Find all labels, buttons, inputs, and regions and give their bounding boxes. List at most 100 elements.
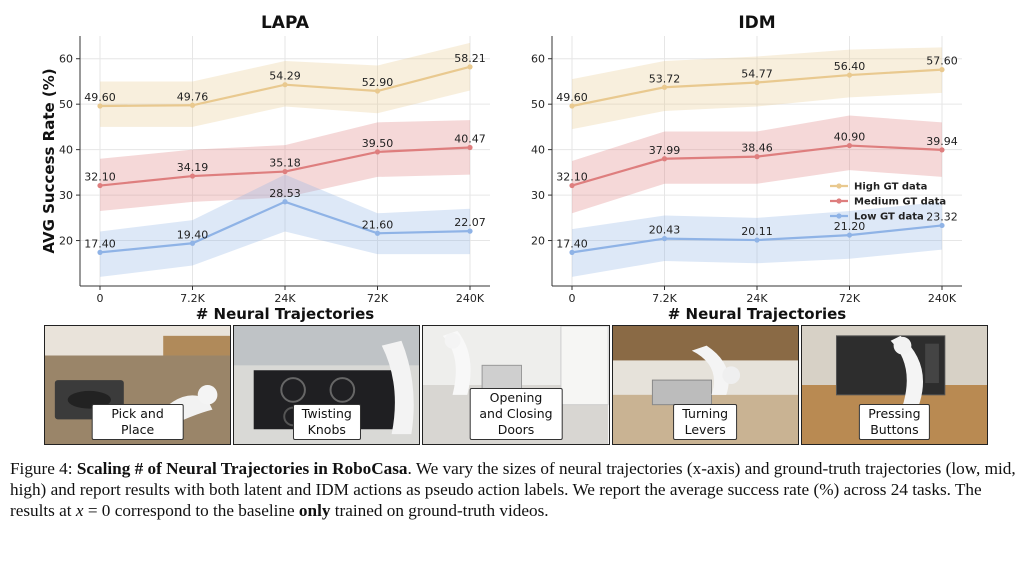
data-point	[569, 182, 575, 189]
data-point	[282, 82, 288, 88]
y-tick-label: 60	[59, 53, 73, 66]
data-label: 49.76	[177, 90, 209, 103]
data-point	[569, 249, 575, 255]
chart-panel-lapa: 49.60 49.76 54.29 52.90 58.21 32.10 34.19 35.18…	[40, 13, 490, 323]
data-label: 53.72	[649, 72, 681, 85]
data-label: 40.90	[834, 131, 866, 144]
legend-marker	[836, 198, 842, 204]
y-tick-label: 20	[59, 235, 73, 248]
legend-label: Low GT data	[854, 212, 924, 223]
charts-area: 49.60 49.76 54.29 52.90 58.21 32.10 34.19 35.18…	[40, 13, 962, 323]
data-label: 52.90	[362, 76, 394, 89]
thumbnail-caption: Pressing Buttons	[859, 404, 930, 440]
data-label: 38.46	[741, 142, 773, 155]
chart-title: IDM	[738, 13, 775, 33]
figure-bold-only: only	[298, 501, 331, 520]
thumbnail-caption: Twisting Knobs	[292, 404, 361, 440]
data-point	[374, 88, 381, 94]
figure-caption: Figure 4: Scaling # of Neural Trajectori…	[10, 458, 1016, 521]
x-tick-label: 7.2K	[652, 292, 677, 305]
thumbnail-twisting-knobs: Twisting Knobs	[233, 325, 421, 445]
confidence-band-1	[572, 115, 942, 214]
legend: High GT data Medium GT data Low GT data	[830, 182, 946, 223]
data-label: 35.18	[269, 157, 301, 170]
data-point	[754, 237, 760, 243]
thumbnail-pressing-buttons: Pressing Buttons	[800, 325, 989, 445]
data-label: 17.40	[556, 237, 588, 250]
data-point	[189, 173, 196, 179]
x-tick-label: 24K	[746, 292, 768, 305]
data-point	[939, 67, 945, 73]
data-label: 49.60	[556, 91, 588, 104]
data-point	[569, 103, 575, 109]
data-label: 32.10	[84, 171, 116, 184]
thumbnail-pick-and-place: Pick and Place	[44, 325, 232, 445]
data-label: 54.29	[269, 70, 301, 83]
data-point	[846, 72, 853, 78]
chart-panel-idm: 49.60 53.72 54.77 56.40 57.60 32.10 37.99 38.46…	[531, 13, 962, 323]
data-point	[97, 182, 103, 189]
legend-marker	[836, 183, 842, 189]
data-label: 32.10	[556, 171, 588, 184]
data-label: 20.11	[741, 225, 773, 238]
x-tick-label: 240K	[928, 292, 957, 305]
y-axis-label: AVG Success Rate (%)	[40, 68, 58, 253]
thumbnail-caption: Opening and Closing Doors	[469, 388, 563, 440]
data-label: 37.99	[649, 144, 681, 157]
data-label: 49.60	[84, 91, 116, 104]
confidence-band-1	[100, 120, 470, 211]
data-point	[467, 144, 473, 151]
data-point	[97, 249, 103, 255]
legend-label: High GT data	[854, 182, 927, 193]
data-point	[846, 142, 853, 149]
data-point	[467, 64, 473, 70]
x-tick-label: 24K	[274, 292, 296, 305]
figure-bold-title: Scaling # of Neural Trajectories in Robo…	[76, 459, 408, 478]
x-tick-label: 72K	[839, 292, 861, 305]
data-point	[661, 84, 668, 90]
x-tick-label: 0	[569, 292, 576, 305]
thumbnail-caption: Turning Levers	[673, 404, 738, 440]
figure-text-1: . We vary the sizes of neural trajectori…	[10, 459, 1016, 520]
data-label: 39.50	[362, 137, 394, 150]
data-label: 22.07	[454, 216, 486, 229]
microwave-scene-image	[801, 326, 988, 444]
data-label: 19.40	[177, 228, 209, 241]
confidence-band-0	[572, 47, 942, 130]
data-point	[939, 147, 945, 153]
data-label: 20.43	[649, 224, 681, 237]
y-tick-label: 60	[531, 53, 545, 66]
data-label: 39.94	[926, 135, 958, 148]
data-point	[754, 154, 760, 160]
data-point	[282, 199, 288, 205]
data-label: 23.32	[926, 210, 958, 223]
data-label: 40.47	[454, 133, 486, 146]
data-point	[846, 232, 853, 238]
data-point	[282, 168, 288, 175]
data-label: 56.40	[834, 60, 866, 73]
x-tick-label: 240K	[456, 292, 485, 305]
confidence-band-2	[100, 174, 470, 277]
data-point	[189, 102, 196, 108]
x-axis-label: # Neural Trajectories	[668, 305, 847, 323]
chart-title: LAPA	[261, 13, 310, 33]
data-point	[754, 79, 760, 86]
figure-label: Figure 4:	[10, 459, 73, 478]
data-point	[939, 222, 945, 229]
y-tick-label: 50	[531, 98, 545, 111]
data-label: 21.60	[362, 218, 394, 231]
data-label: 17.40	[84, 237, 116, 250]
y-tick-label: 50	[59, 98, 73, 111]
thumbnail-turning-levers: Turning Levers	[611, 325, 799, 445]
figure-text-3: trained on ground-truth videos.	[330, 501, 549, 520]
legend-marker	[836, 213, 842, 219]
data-label: 57.60	[926, 55, 958, 68]
figure-math-x: x	[75, 501, 84, 520]
y-tick-label: 20	[531, 235, 545, 248]
data-point	[661, 156, 668, 162]
y-tick-label: 30	[531, 189, 545, 202]
y-tick-label: 40	[59, 144, 73, 157]
x-tick-label: 72K	[367, 292, 389, 305]
data-label: 58.21	[454, 52, 486, 65]
data-label: 34.19	[177, 161, 209, 174]
